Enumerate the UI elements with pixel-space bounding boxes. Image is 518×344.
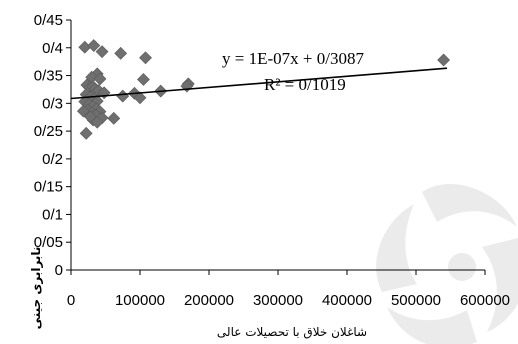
y-tick-label: 0/1 bbox=[42, 206, 63, 223]
y-tick-label: 0/4 bbox=[42, 40, 63, 57]
data-point bbox=[95, 45, 109, 59]
data-point bbox=[76, 104, 90, 118]
data-point bbox=[137, 73, 150, 86]
x-tick-label: 200000 bbox=[184, 292, 234, 309]
data-point bbox=[90, 115, 104, 129]
y-tick-label: 0/3 bbox=[42, 95, 63, 112]
data-point bbox=[97, 86, 111, 100]
data-point bbox=[93, 72, 107, 86]
watermark-emblem bbox=[376, 184, 518, 344]
y-tick-label: 0 bbox=[55, 262, 63, 279]
y-tick-label: 0/35 bbox=[34, 68, 63, 85]
y-axis-label: نابرابری جینی bbox=[29, 247, 43, 330]
data-point bbox=[139, 51, 152, 65]
x-tick-label: 600000 bbox=[460, 292, 510, 309]
y-tick-label: 0/45 bbox=[34, 12, 63, 29]
data-point bbox=[87, 39, 101, 52]
y-tick-label: 0/15 bbox=[34, 179, 63, 196]
x-tick-label: 100000 bbox=[115, 292, 165, 309]
y-tick-label: 0/2 bbox=[42, 151, 63, 168]
data-point bbox=[83, 110, 97, 124]
x-axis-ticks: 0 100000 200000 300000 400000 500000 600000 bbox=[67, 270, 510, 309]
data-point bbox=[78, 40, 92, 54]
data-point bbox=[114, 46, 128, 60]
data-point bbox=[133, 91, 147, 105]
x-tick-label: 0 bbox=[67, 292, 75, 309]
y-tick-label: 0/25 bbox=[34, 123, 63, 140]
data-point bbox=[107, 111, 121, 125]
x-tick-label: 500000 bbox=[391, 292, 441, 309]
x-axis-label: شاغلان خلاق با تحصیلات عالی bbox=[217, 325, 367, 339]
trendline-equation: y = 1E-07x + 0/3087 bbox=[222, 49, 364, 68]
x-tick-label: 300000 bbox=[253, 292, 303, 309]
y-tick-label: 0/05 bbox=[34, 234, 63, 251]
y-axis-ticks: 0 0/05 0/1 0/15 0/2 0/25 0/3 0/35 0/4 0/45 bbox=[34, 12, 71, 279]
data-point bbox=[116, 89, 130, 103]
trendline bbox=[70, 67, 448, 100]
x-tick-label: 400000 bbox=[322, 292, 372, 309]
r-squared-label: R² = 0/1019 bbox=[264, 75, 346, 94]
data-point bbox=[79, 126, 93, 140]
data-point bbox=[437, 53, 451, 67]
